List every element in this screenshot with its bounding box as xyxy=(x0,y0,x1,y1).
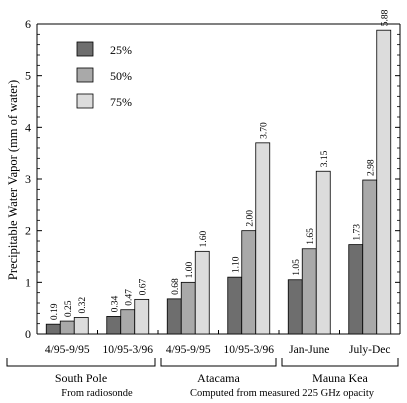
data-label: 1.00 xyxy=(185,261,195,278)
legend-label: 75% xyxy=(110,95,132,109)
x-tick-label: Jan-June xyxy=(289,344,329,356)
data-label: 1.60 xyxy=(199,230,209,247)
group-label: South Pole xyxy=(55,371,107,385)
data-label: 0.47 xyxy=(124,289,134,306)
bar xyxy=(227,276,243,335)
bar xyxy=(106,316,122,335)
bar xyxy=(301,248,317,335)
bar xyxy=(194,250,210,335)
data-label: 1.73 xyxy=(352,224,362,241)
group-label: Atacama xyxy=(197,371,240,385)
data-label: 2.98 xyxy=(366,159,376,176)
data-label: 0.68 xyxy=(171,278,181,295)
legend-swatch xyxy=(76,67,94,83)
x-tick-label: 4/95-9/95 xyxy=(45,344,90,356)
y-tick-label: 5 xyxy=(25,69,31,83)
bar xyxy=(180,281,196,335)
group-label: Mauna Kea xyxy=(312,371,368,385)
bar xyxy=(287,279,303,335)
data-label: 0.32 xyxy=(78,297,88,314)
y-tick-label: 4 xyxy=(25,120,31,134)
data-label: 5.88 xyxy=(380,9,390,26)
bar xyxy=(120,309,136,335)
legend-swatch xyxy=(76,93,94,109)
data-label: 0.67 xyxy=(138,279,148,296)
x-tick-label: 4/95-9/95 xyxy=(166,344,211,356)
data-label: 1.65 xyxy=(306,228,316,245)
bar xyxy=(73,317,89,335)
bar xyxy=(134,298,150,335)
bar xyxy=(315,170,331,335)
y-tick-label: 2 xyxy=(25,224,31,238)
data-label: 3.15 xyxy=(320,150,330,167)
y-tick-label: 6 xyxy=(25,17,31,31)
annotation-radiosonde: From radiosonde xyxy=(61,388,133,399)
group-bracket xyxy=(160,358,277,367)
bar xyxy=(241,230,257,335)
data-label: 0.34 xyxy=(110,296,120,313)
annotation-opacity: Computed from measured 225 GHz opacity xyxy=(190,388,375,399)
legend-label: 25% xyxy=(110,43,132,57)
data-label: 3.70 xyxy=(259,122,269,139)
legend-label: 50% xyxy=(110,69,132,83)
bar xyxy=(166,298,182,335)
group-bracket xyxy=(6,358,156,367)
y-tick-label: 3 xyxy=(25,172,31,186)
bar xyxy=(362,179,378,335)
legend-swatch xyxy=(76,41,94,57)
group-bracket xyxy=(281,358,399,367)
group-brackets: South Pole Atacama Mauna Kea xyxy=(6,358,399,385)
data-label: 2.00 xyxy=(245,210,255,227)
data-label: 1.10 xyxy=(231,256,241,273)
data-label: 1.05 xyxy=(292,259,302,276)
y-tick-label: 1 xyxy=(25,275,31,289)
y-axis-label: Precipitable Water Vapor (mm of water) xyxy=(6,80,20,280)
bar xyxy=(45,323,61,335)
bar xyxy=(348,244,364,335)
y-tick-label: 0 xyxy=(25,327,31,341)
data-labels: 0.19 0.25 0.32 0.34 0.47 0.67 0.68 1.00 1.60 1.10… xyxy=(50,9,391,320)
x-tick-label: 10/95-3/96 xyxy=(224,344,275,356)
bar xyxy=(59,320,75,335)
bars xyxy=(45,29,392,335)
axes: 0 1 2 3 4 5 6 4/95-9/95 10/95-3/96 4/95-9/95 10/95… xyxy=(25,17,401,356)
data-label: 0.25 xyxy=(64,300,74,317)
x-tick-label: 10/95-3/96 xyxy=(103,344,154,356)
bar xyxy=(255,142,271,335)
data-label: 0.19 xyxy=(50,303,60,320)
x-tick-label: July-Dec xyxy=(349,344,391,356)
legend: 25% 50% 75% xyxy=(76,41,132,109)
bar xyxy=(376,29,392,335)
